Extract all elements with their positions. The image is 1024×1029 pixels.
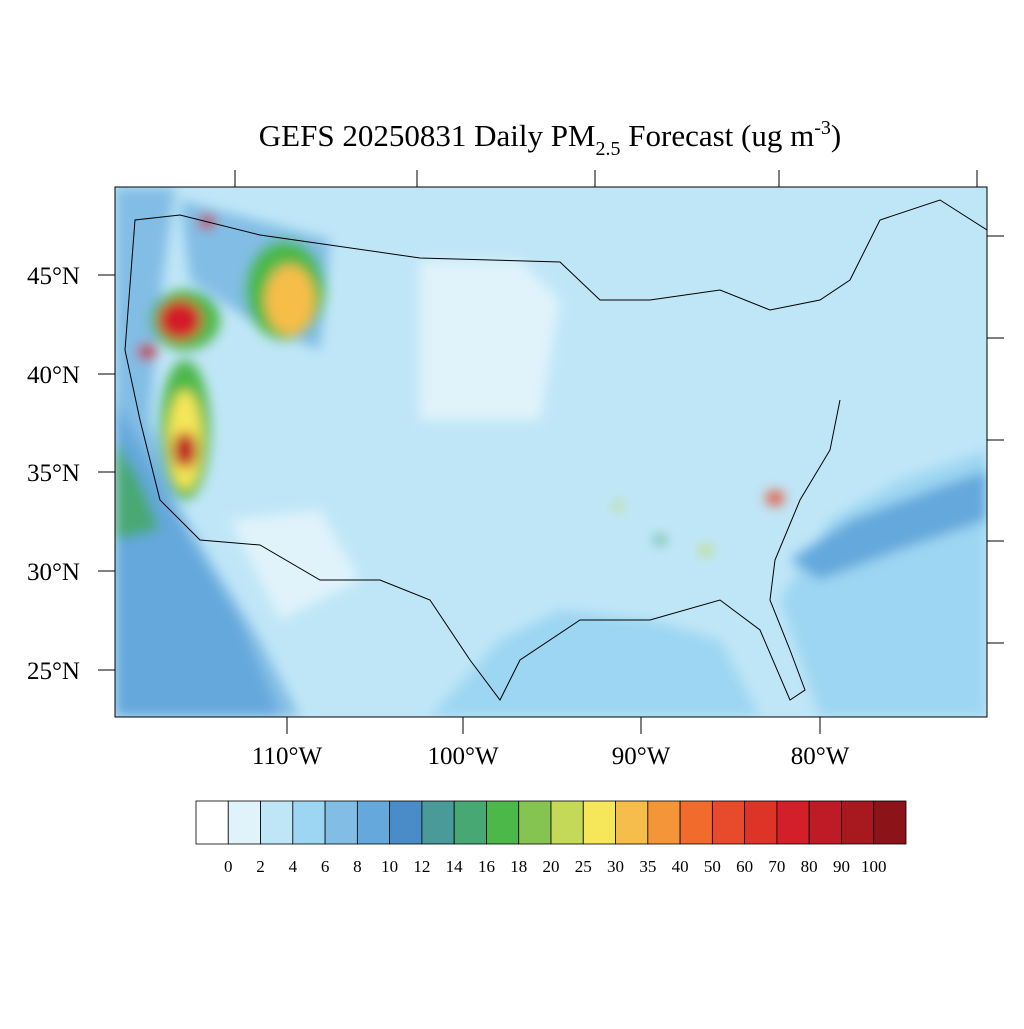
colorbar-label: 20 <box>543 857 560 876</box>
colorbar-box <box>808 800 842 845</box>
lat-label: 35°N <box>27 460 80 487</box>
lon-label: 80°W <box>791 743 850 770</box>
title-subscript: 2.5 <box>596 138 621 160</box>
colorbar-box <box>615 800 649 845</box>
colorbar-box <box>195 800 229 845</box>
lat-label: 25°N <box>27 658 80 685</box>
colorbar-label: 70 <box>768 857 785 876</box>
colorbar-label: 25 <box>575 857 592 876</box>
colorbar-box <box>389 800 423 845</box>
lat-label: 30°N <box>27 559 80 586</box>
colorbar-box <box>550 800 584 845</box>
colorbar-box <box>711 800 746 845</box>
colorbar-label: 40 <box>672 857 689 876</box>
title-superscript: -3 <box>814 117 831 139</box>
colorbar-label: 16 <box>478 857 495 876</box>
colorbar-box <box>260 800 294 845</box>
colorbar-box <box>582 800 616 845</box>
lon-label: 110°W <box>252 743 323 770</box>
map-frame <box>114 186 988 718</box>
colorbar-box <box>841 800 875 845</box>
lat-label: 45°N <box>27 263 80 290</box>
colorbar-label: 80 <box>801 857 818 876</box>
colorbar-box <box>776 800 810 845</box>
colorbar-label: 18 <box>510 857 527 876</box>
colorbar: 0 2 4 6 8 10 12 14 16 18 20 25 30 35 40 50 60 70 80 90 100 <box>195 800 907 876</box>
colorbar-label: 100 <box>861 857 887 876</box>
colorbar-box <box>227 800 261 845</box>
colorbar-box <box>744 800 778 845</box>
title-end: ) <box>831 118 841 153</box>
map-title: GEFS 20250831 Daily PM2.5 Forecast (ug m… <box>259 117 841 160</box>
colorbar-label: 90 <box>833 857 850 876</box>
axis-labels: 45°N 40°N 35°N 30°N 25°N 110°W 100°W 90°W 80°W <box>27 263 850 770</box>
lat-label: 40°N <box>27 362 80 389</box>
colorbar-label: 35 <box>639 857 656 876</box>
colorbar-box <box>873 800 907 845</box>
colorbar-box <box>356 800 391 845</box>
colorbar-label: 2 <box>256 857 265 876</box>
colorbar-box <box>518 800 552 845</box>
colorbar-box <box>453 800 487 845</box>
colorbar-box <box>421 800 455 845</box>
colorbar-label: 30 <box>607 857 624 876</box>
field-shading <box>115 187 987 717</box>
frame-ticks <box>98 170 1004 734</box>
colorbar-box <box>647 800 681 845</box>
colorbar-box <box>486 800 520 845</box>
lon-label: 90°W <box>612 743 671 770</box>
title-main: GEFS 20250831 Daily PM <box>259 118 596 153</box>
colorbar-label: 60 <box>736 857 753 876</box>
colorbar-label: 6 <box>321 857 330 876</box>
colorbar-box <box>679 800 713 845</box>
colorbar-box <box>292 800 326 845</box>
colorbar-box <box>324 800 358 845</box>
colorbar-label: 50 <box>704 857 721 876</box>
colorbar-label: 0 <box>224 857 233 876</box>
colorbar-label: 12 <box>413 857 430 876</box>
map-field <box>115 187 987 717</box>
colorbar-label: 8 <box>353 857 362 876</box>
colorbar-label: 4 <box>289 857 298 876</box>
coastline <box>124 199 987 701</box>
lon-label: 100°W <box>427 743 498 770</box>
title-rest: Forecast (ug m <box>621 118 815 153</box>
colorbar-label: 10 <box>381 857 398 876</box>
colorbar-label: 14 <box>446 857 464 876</box>
